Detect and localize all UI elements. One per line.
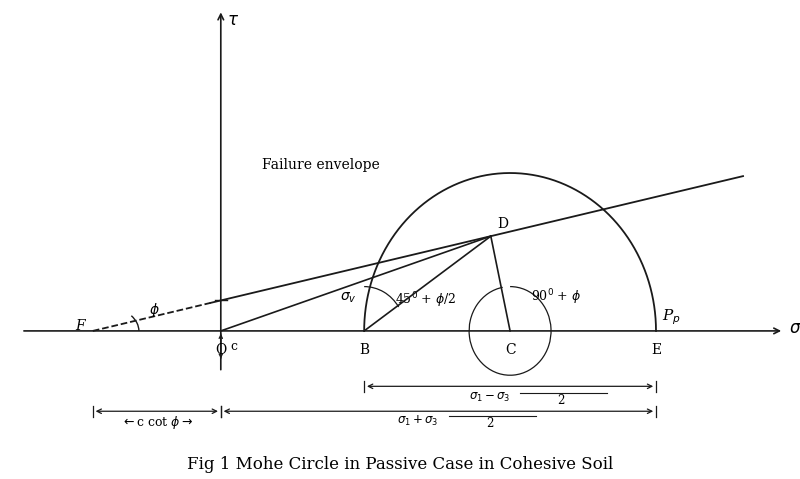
Text: $\phi$: $\phi$ xyxy=(149,301,159,319)
Text: B: B xyxy=(359,343,370,357)
Text: $\leftarrow$c cot $\phi\rightarrow$: $\leftarrow$c cot $\phi\rightarrow$ xyxy=(121,414,193,431)
Text: $\sigma_1 - \sigma_3$: $\sigma_1 - \sigma_3$ xyxy=(469,391,510,404)
Text: Failure envelope: Failure envelope xyxy=(262,158,379,171)
Text: Fig 1 Mohe Circle in Passive Case in Cohesive Soil: Fig 1 Mohe Circle in Passive Case in Coh… xyxy=(187,456,613,473)
Text: P$_p$: P$_p$ xyxy=(662,307,681,327)
Text: E: E xyxy=(651,343,661,357)
Text: $\sigma_v$: $\sigma_v$ xyxy=(340,290,357,305)
Text: c: c xyxy=(230,340,237,353)
Text: 2: 2 xyxy=(558,394,565,407)
Text: 90$^0$ + $\phi$: 90$^0$ + $\phi$ xyxy=(530,288,581,308)
Text: O: O xyxy=(215,343,226,357)
Text: 45$^0$ + $\phi$/2: 45$^0$ + $\phi$/2 xyxy=(395,291,456,310)
Text: C: C xyxy=(505,343,515,357)
Text: 2: 2 xyxy=(486,417,494,430)
Text: $\sigma_1 + \sigma_3$: $\sigma_1 + \sigma_3$ xyxy=(398,414,438,428)
Text: $\sigma$: $\sigma$ xyxy=(789,319,800,337)
Text: F: F xyxy=(75,319,85,333)
Text: D: D xyxy=(497,217,508,230)
Text: $\tau$: $\tau$ xyxy=(227,12,239,29)
